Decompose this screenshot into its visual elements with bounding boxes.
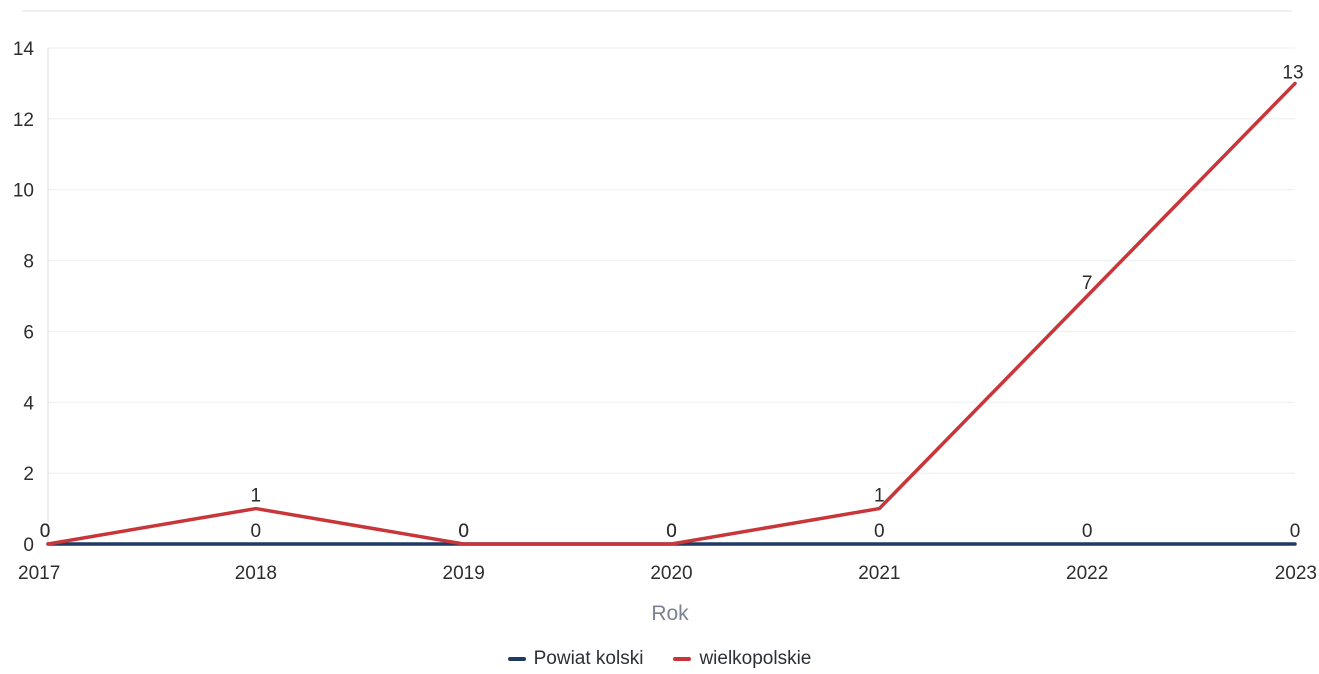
y-tick-label: 10: [13, 181, 34, 202]
y-tick-label: 0: [23, 535, 34, 556]
data-label: 0: [1290, 521, 1301, 542]
x-tick-label: 2018: [235, 563, 277, 584]
x-tick-label: 2017: [18, 563, 60, 584]
x-tick-label: 2021: [858, 563, 900, 584]
x-tick-label: 2023: [1275, 563, 1317, 584]
legend-label-powiat-kolski: Powiat kolski: [533, 648, 644, 669]
data-label: 0: [40, 521, 51, 542]
data-label: 1: [874, 486, 885, 507]
data-label: 0: [666, 521, 677, 542]
x-tick-label: 2022: [1066, 563, 1108, 584]
series-lines: [46, 81, 1297, 546]
y-tick-label: 6: [23, 322, 34, 343]
legend-swatch-wielkopolskie: [673, 657, 692, 661]
data-label: 0: [458, 521, 469, 542]
x-tick-label: 2019: [443, 563, 485, 584]
legend-item-powiat-kolski[interactable]: Powiat kolski: [507, 648, 644, 670]
y-tick-label: 8: [23, 252, 34, 273]
legend-swatch-powiat-kolski: [507, 657, 526, 661]
x-axis: 2017 2018 2019 2020 2021 2022 2023: [18, 563, 1317, 584]
data-label: 7: [1082, 273, 1093, 294]
grid-lines: [48, 47, 1295, 474]
y-tick-label: 2: [23, 464, 34, 485]
x-axis-title: Rok: [651, 602, 689, 625]
legend: Powiat kolski wielkopolskie: [0, 648, 1319, 670]
data-label: 0: [251, 521, 262, 542]
data-label: 13: [1282, 62, 1303, 83]
y-tick-label: 14: [13, 39, 35, 60]
legend-item-wielkopolskie[interactable]: wielkopolskie: [673, 648, 811, 670]
y-tick-label: 4: [23, 393, 34, 414]
legend-label-wielkopolskie: wielkopolskie: [699, 648, 812, 669]
series-line-1: [46, 81, 1297, 546]
data-label: 1: [251, 486, 262, 507]
x-tick-label: 2020: [650, 563, 692, 584]
y-axis: 0 2 4 6 8 10 12 14: [13, 39, 49, 556]
data-label: 0: [40, 521, 51, 542]
data-label: 0: [1082, 521, 1093, 542]
top-divider: [22, 10, 1292, 12]
data-label: 0: [666, 521, 677, 542]
data-label: 0: [874, 521, 885, 542]
data-label: 0: [458, 521, 469, 542]
y-tick-label: 12: [13, 110, 34, 131]
